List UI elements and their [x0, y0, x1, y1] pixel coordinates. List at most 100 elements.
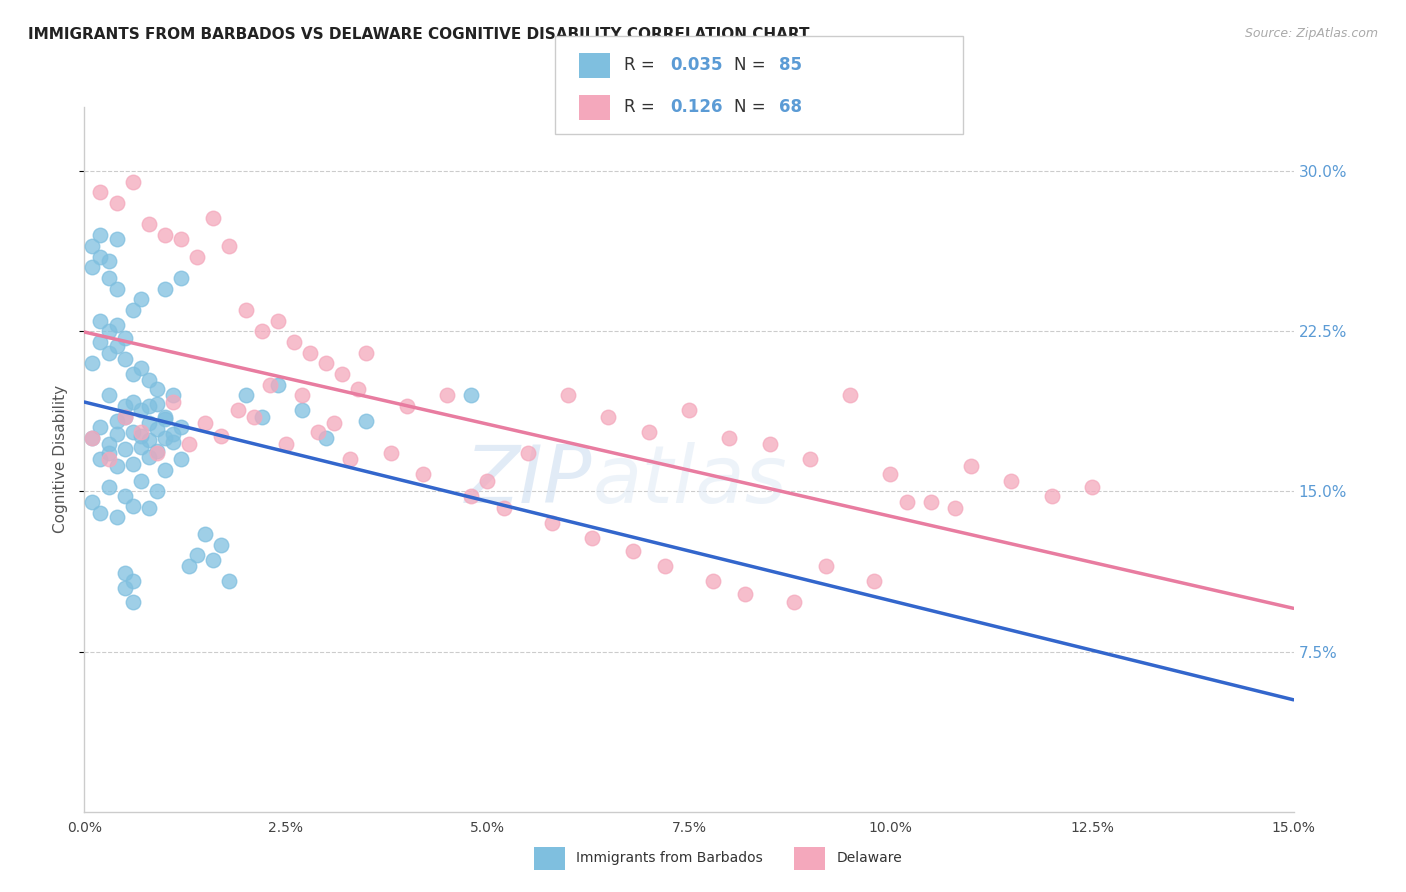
Point [347, 382, 370, 396]
Point [153, 431, 176, 445]
Point [242, 409, 264, 424]
Point [783, 595, 806, 609]
Point [170, 452, 193, 467]
Point [138, 450, 160, 465]
Point [97, 271, 120, 285]
Point [557, 388, 579, 402]
Point [114, 409, 136, 424]
Point [330, 367, 353, 381]
Point [97, 253, 120, 268]
Point [170, 420, 193, 434]
Point [315, 431, 337, 445]
Point [179, 559, 201, 574]
Point [1040, 489, 1063, 503]
Point [218, 239, 240, 253]
Point [1000, 474, 1022, 488]
Point [637, 425, 659, 439]
Point [146, 443, 169, 458]
Point [97, 446, 120, 460]
Point [412, 467, 434, 482]
Point [218, 574, 240, 588]
Point [129, 360, 152, 375]
Text: N =: N = [734, 56, 770, 74]
Text: Immigrants from Barbados: Immigrants from Barbados [576, 851, 763, 865]
Text: N =: N = [734, 98, 770, 116]
Point [138, 218, 160, 232]
Text: 68: 68 [779, 98, 801, 116]
Point [97, 452, 120, 467]
Point [283, 334, 305, 349]
Point [202, 553, 225, 567]
Text: R =: R = [624, 98, 661, 116]
Point [105, 458, 128, 473]
Point [162, 435, 184, 450]
Point [153, 281, 176, 295]
Point [105, 196, 128, 211]
Point [114, 581, 136, 595]
Point [170, 271, 193, 285]
Point [250, 324, 273, 338]
Point [194, 416, 217, 430]
Point [202, 211, 225, 225]
Point [121, 425, 143, 439]
Point [209, 429, 232, 443]
Point [105, 510, 128, 524]
Point [114, 399, 136, 413]
Point [235, 302, 257, 317]
Point [114, 351, 136, 366]
Point [114, 489, 136, 503]
Point [170, 232, 193, 246]
Point [105, 318, 128, 332]
Point [121, 367, 143, 381]
Point [274, 437, 297, 451]
Point [194, 527, 217, 541]
Point [814, 559, 837, 574]
Point [114, 566, 136, 580]
Point [307, 425, 329, 439]
Point [516, 446, 538, 460]
Point [621, 544, 644, 558]
Point [581, 532, 603, 546]
Point [162, 394, 184, 409]
Point [323, 416, 346, 430]
Point [114, 409, 136, 424]
Point [718, 431, 741, 445]
Point [89, 313, 111, 327]
Point [356, 345, 378, 359]
Point [186, 549, 208, 563]
Point [121, 302, 143, 317]
Point [153, 409, 176, 424]
Point [114, 331, 136, 345]
Point [82, 431, 104, 445]
Point [863, 574, 886, 588]
Point [153, 228, 176, 243]
Point [121, 574, 143, 588]
Point [138, 501, 160, 516]
Point [960, 458, 983, 473]
Point [879, 467, 901, 482]
Point [129, 403, 152, 417]
Text: atlas: atlas [592, 442, 787, 519]
Text: IMMIGRANTS FROM BARBADOS VS DELAWARE COGNITIVE DISABILITY CORRELATION CHART: IMMIGRANTS FROM BARBADOS VS DELAWARE COG… [28, 27, 810, 42]
Point [146, 446, 169, 460]
Point [541, 516, 564, 531]
Point [943, 501, 966, 516]
Point [129, 292, 152, 306]
Point [82, 431, 104, 445]
Point [105, 281, 128, 295]
Point [129, 440, 152, 454]
Point [114, 442, 136, 456]
Point [138, 399, 160, 413]
Point [138, 373, 160, 387]
Point [460, 489, 482, 503]
Point [97, 480, 120, 494]
Point [105, 339, 128, 353]
Point [734, 587, 756, 601]
Point [436, 388, 458, 402]
Point [460, 388, 482, 402]
Point [1081, 480, 1104, 494]
Point [395, 399, 418, 413]
Point [598, 409, 620, 424]
Point [105, 426, 128, 441]
Point [339, 452, 361, 467]
